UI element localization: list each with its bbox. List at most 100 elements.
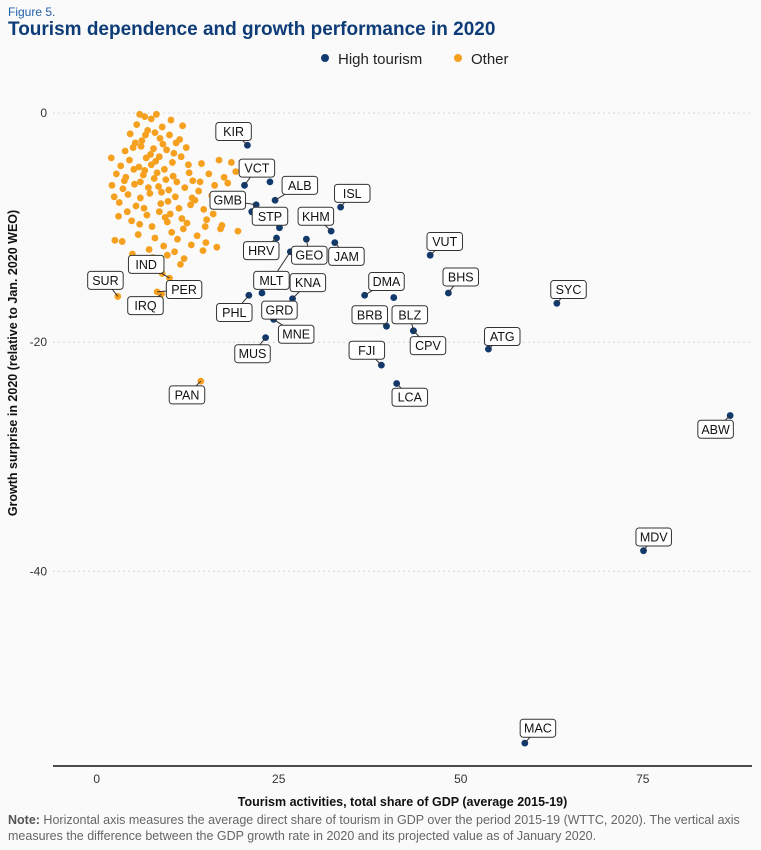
- data-point: [147, 115, 155, 123]
- data-point: [131, 180, 138, 188]
- data-point: [175, 204, 183, 212]
- data-point: [180, 255, 188, 263]
- data-point: [203, 216, 211, 224]
- data-point: [166, 131, 173, 139]
- data-point: [234, 227, 242, 235]
- data-point: [182, 144, 190, 151]
- data-point: [187, 201, 195, 209]
- data-point: [163, 218, 171, 226]
- data-point: [150, 175, 158, 182]
- figure-label: Figure 5.: [8, 5, 56, 19]
- data-point: [134, 231, 142, 238]
- point-label: KNA: [295, 276, 321, 290]
- point-label: KIR: [223, 125, 244, 139]
- note-label: Note:: [8, 813, 40, 827]
- scatter-chart: High tourism Other 0 -20 -40 0 25 50 75 Tourism …: [6, 51, 752, 809]
- data-point: [120, 177, 128, 185]
- x-tick-label: 25: [272, 772, 286, 786]
- point-label: BHS: [448, 270, 474, 284]
- point-label: ABW: [701, 423, 730, 437]
- data-point: [258, 289, 266, 297]
- point-label: IRQ: [134, 299, 157, 313]
- data-point: [185, 169, 193, 177]
- point-label: IND: [135, 258, 157, 272]
- point-label-box: [165, 280, 203, 300]
- data-point: [115, 199, 123, 206]
- data-point: [146, 189, 154, 197]
- point-label: PHL: [222, 306, 246, 320]
- data-point: [143, 211, 151, 219]
- point-label-box: [127, 296, 164, 316]
- data-point: [213, 243, 221, 251]
- data-point: [152, 110, 160, 118]
- point-label-box: [168, 385, 206, 405]
- x-tick-label: 75: [636, 772, 650, 786]
- point-label-box: [484, 327, 521, 347]
- data-point: [179, 225, 187, 233]
- data-point: [119, 185, 127, 193]
- point-label: HRV: [248, 244, 275, 258]
- point-label: LCA: [398, 391, 423, 405]
- data-point: [123, 208, 131, 216]
- data-point: [136, 220, 144, 228]
- figure-note: Note: Horizontal axis measures the avera…: [8, 812, 753, 844]
- data-point: [163, 251, 171, 259]
- data-point: [132, 202, 140, 210]
- data-point: [165, 186, 173, 194]
- point-label-box: [289, 273, 327, 293]
- y-axis-title: Growth surprise in 2020 (relative to Jan…: [6, 210, 20, 516]
- legend: High tourism Other: [321, 51, 509, 68]
- data-point: [173, 178, 181, 186]
- y-tick-label: -20: [30, 335, 48, 349]
- data-point: [158, 188, 165, 196]
- data-point: [153, 169, 161, 177]
- data-point: [157, 200, 165, 208]
- data-point: [217, 225, 224, 233]
- point-label: ATG: [490, 330, 515, 344]
- data-point: [241, 181, 248, 189]
- data-point: [227, 159, 235, 166]
- point-label-box: [550, 280, 587, 300]
- point-label-box: [261, 300, 298, 320]
- data-points: [107, 110, 734, 747]
- data-point: [174, 235, 181, 243]
- data-point: [142, 131, 149, 139]
- data-point: [167, 116, 175, 124]
- point-label: CPV: [415, 339, 441, 353]
- point-label: BLZ: [398, 308, 421, 322]
- data-point: [158, 123, 166, 131]
- data-point: [177, 260, 184, 268]
- data-point: [148, 223, 156, 230]
- data-point: [136, 178, 144, 186]
- point-label: BRB: [357, 308, 383, 322]
- point-label-box: [519, 718, 557, 738]
- data-point: [170, 149, 178, 157]
- point-label: VUT: [432, 235, 457, 249]
- y-tick-label: -40: [30, 564, 48, 578]
- point-label-box: [297, 206, 335, 226]
- point-label-box: [334, 183, 371, 203]
- data-point: [144, 184, 152, 192]
- point-label: ALB: [288, 179, 312, 193]
- data-point: [220, 173, 228, 181]
- x-tick-label: 50: [454, 772, 468, 786]
- data-point: [169, 172, 177, 180]
- data-point: [141, 113, 149, 121]
- point-label-box: [216, 302, 253, 322]
- legend-marker: [321, 54, 329, 62]
- point-label: PAN: [175, 388, 200, 402]
- point-label: MUS: [239, 347, 267, 361]
- data-point: [115, 212, 122, 220]
- data-point: [135, 163, 143, 171]
- point-label: SUR: [92, 274, 118, 288]
- x-axis-title: Tourism activities, total share of GDP (…: [238, 795, 568, 809]
- data-point: [195, 187, 203, 195]
- data-point: [179, 122, 187, 130]
- data-point: [107, 154, 115, 162]
- point-label-box: [409, 336, 447, 356]
- point-label: MLT: [259, 274, 283, 288]
- axes: 0 -20 -40 0 25 50 75 Tourism activities, total …: [6, 106, 752, 809]
- point-label-box: [635, 527, 672, 547]
- data-point: [390, 294, 398, 301]
- data-point: [189, 177, 197, 185]
